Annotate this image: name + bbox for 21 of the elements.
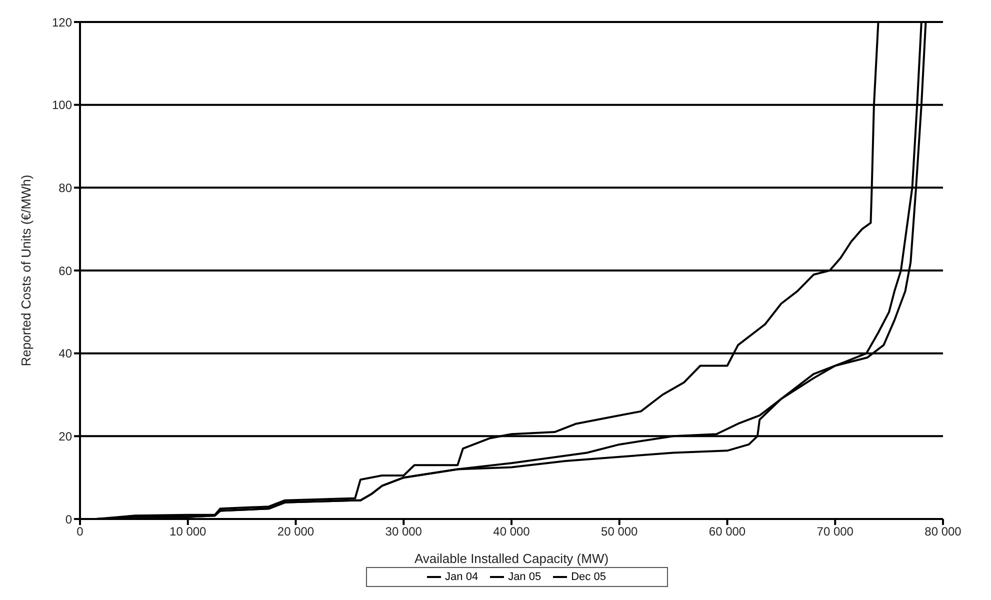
y-axis-title: Reported Costs of Units (€/MWh) bbox=[18, 174, 34, 366]
legend-label: Dec 05 bbox=[571, 570, 606, 585]
x-axis-title: Available Installed Capacity (MW) bbox=[414, 551, 609, 566]
legend-label: Jan 05 bbox=[508, 570, 542, 585]
x-tick-label: 40 000 bbox=[493, 524, 530, 539]
x-tick-label: 50 000 bbox=[601, 524, 638, 539]
y-tick-label: 100 bbox=[52, 98, 72, 112]
x-tick-label: 60 000 bbox=[708, 524, 746, 539]
x-tick-label: 10 000 bbox=[170, 524, 207, 539]
x-tick-label: 70 000 bbox=[816, 524, 854, 539]
y-tick-label: 80 bbox=[58, 180, 72, 195]
x-tick-label: 80 000 bbox=[924, 524, 962, 539]
x-tick-label: 30 000 bbox=[385, 524, 422, 539]
y-tick-label: 40 bbox=[58, 346, 72, 361]
y-tick-label: 60 bbox=[58, 264, 72, 278]
x-tick-label: 0 bbox=[76, 524, 84, 539]
x-tick-label: 20 000 bbox=[277, 524, 314, 539]
y-tick-label: 120 bbox=[52, 15, 72, 30]
legend-label: Jan 04 bbox=[445, 570, 478, 585]
y-tick-label: 20 bbox=[58, 429, 72, 444]
y-tick-label: 0 bbox=[65, 512, 72, 526]
